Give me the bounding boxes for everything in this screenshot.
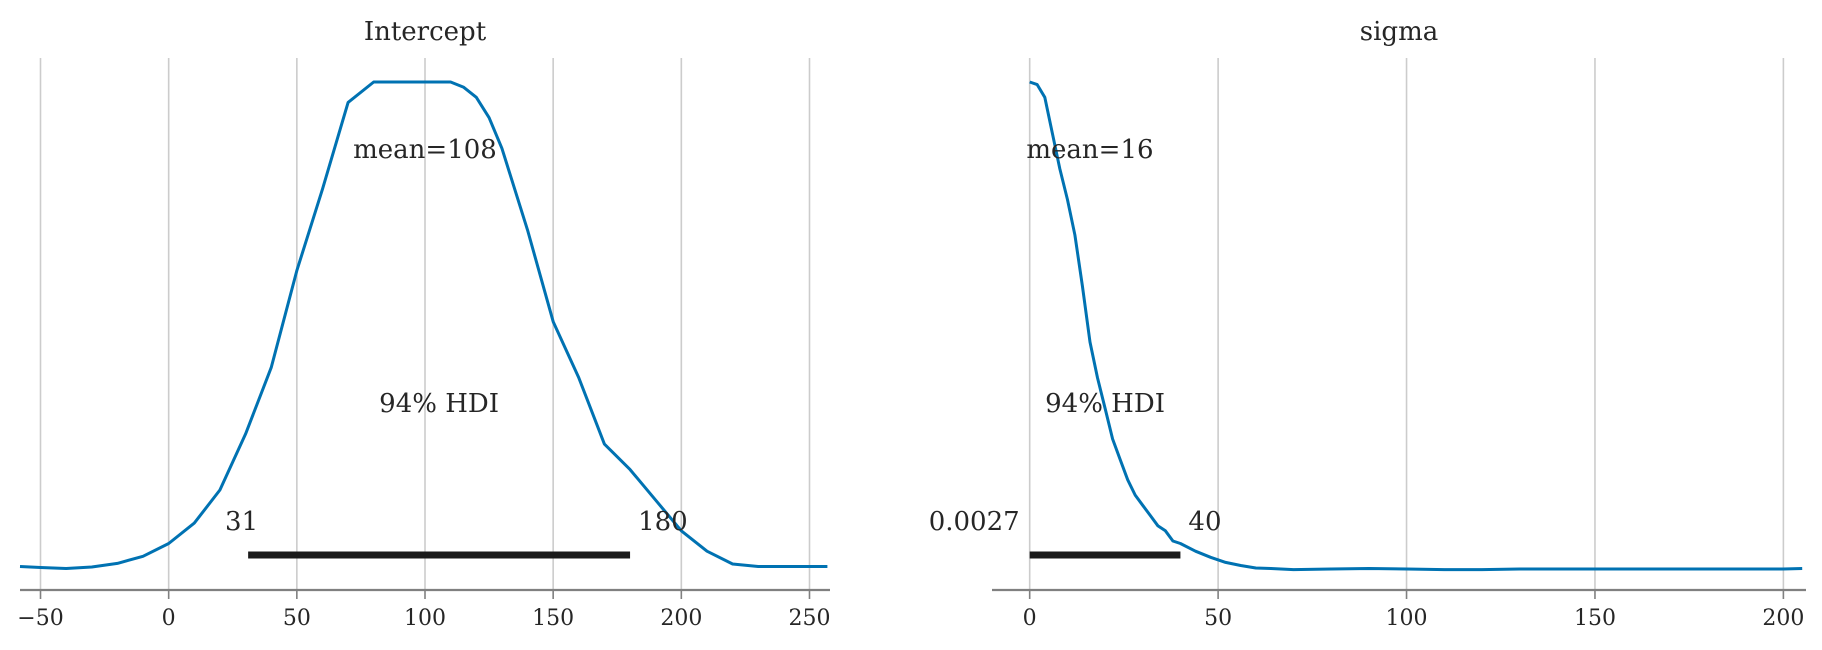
sigma-hdi-low-label: 0.0027	[929, 507, 1020, 537]
intercept-x-tick-label: 250	[788, 606, 830, 631]
intercept-x-tick-label: 200	[660, 606, 702, 631]
sigma-x-tick-label: 200	[1762, 606, 1804, 631]
intercept-hdi-label: 94% HDI	[379, 389, 499, 419]
sigma-mean-label: mean=16	[1026, 135, 1153, 165]
sigma-density-line	[1029, 80, 1803, 572]
sigma-hdi-label: 94% HDI	[1045, 389, 1165, 419]
sigma-x-tick-label: 0	[1023, 606, 1037, 631]
sigma-x-tick-label: 50	[1204, 606, 1232, 631]
intercept-panel: Intercept mean=108 94% HDI 31 180 −50 0 50…	[17, 17, 830, 631]
intercept-x-tick-label: 0	[162, 606, 176, 631]
sigma-panel: sigma mean=16 94% HDI 0.0027 40 0 50 100 15…	[929, 17, 1806, 631]
intercept-x-tick-label: 50	[283, 606, 311, 631]
intercept-x-tick-label: −50	[17, 606, 63, 631]
sigma-x-tick-label: 100	[1386, 606, 1428, 631]
intercept-mean-label: mean=108	[353, 135, 497, 165]
intercept-x-tick-label: 150	[532, 606, 574, 631]
intercept-x-tick-label: 100	[404, 606, 446, 631]
sigma-hdi-high-label: 40	[1188, 507, 1221, 537]
sigma-grid	[1028, 58, 1785, 590]
intercept-hdi-high-label: 180	[638, 507, 688, 537]
sigma-x-tick-label: 150	[1574, 606, 1616, 631]
sigma-title: sigma	[1360, 17, 1438, 47]
intercept-density-line	[19, 80, 828, 570]
intercept-hdi-low-label: 31	[225, 507, 258, 537]
sigma-x-ticks: 0 50 100 150 200	[1023, 590, 1804, 631]
intercept-x-ticks: −50 0 50 100 150 200 250	[17, 590, 830, 631]
intercept-title: Intercept	[364, 17, 487, 47]
